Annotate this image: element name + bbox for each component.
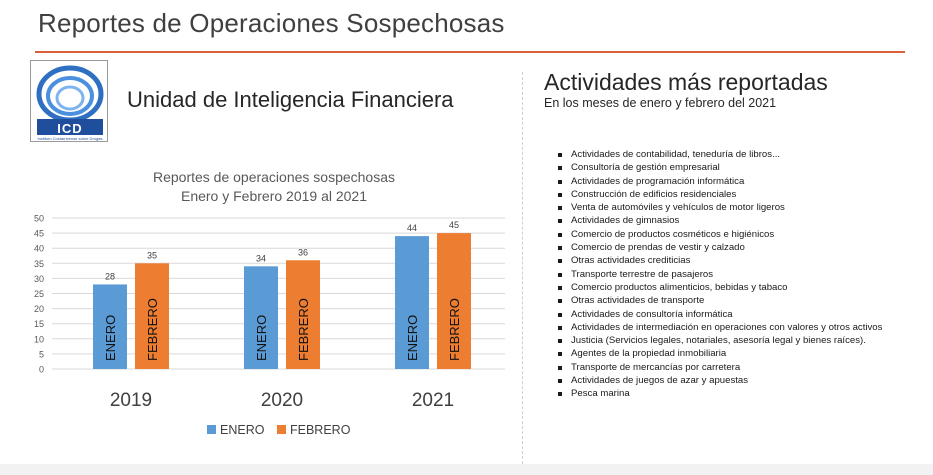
bottom-bar	[0, 464, 933, 475]
activities-title: Actividades más reportadas	[544, 69, 828, 95]
y-tick-label: 5	[39, 349, 44, 359]
chart-title: Reportes de operaciones sospechosas	[152, 169, 396, 185]
y-tick-label: 30	[34, 274, 44, 284]
bar-febrero	[437, 233, 471, 369]
bar-enero	[395, 236, 429, 369]
bar-febrero	[286, 260, 320, 369]
bar-inside-label: FEBRERO	[447, 298, 462, 361]
legend-label: FEBRERO	[290, 423, 351, 437]
y-tick-label: 25	[34, 289, 44, 299]
activity-item: Actividades de consultoría informática	[556, 308, 882, 321]
y-tick-label: 10	[34, 334, 44, 344]
legend-label: ENERO	[220, 423, 265, 437]
chart-subtitle: Enero y Febrero 2019 al 2021	[180, 188, 367, 204]
logo-swirl-icon	[36, 65, 104, 135]
activity-item: Transporte de mercancías por carretera	[556, 361, 882, 374]
chart-title-block: Reportes de operaciones sospechosas Ener…	[90, 168, 458, 206]
logo-subtext: Instituto Costarricense sobre Drogas	[37, 136, 103, 141]
activity-item: Otras actividades de transporte	[556, 294, 882, 307]
bar-value-label: 44	[407, 223, 417, 233]
activity-item: Actividades de contabilidad, teneduría d…	[556, 148, 882, 161]
bar-inside-label: ENERO	[103, 315, 118, 361]
unit-title: Unidad de Inteligencia Financiera	[127, 87, 454, 112]
title-rule	[35, 51, 905, 53]
activity-item: Comercio de prendas de vestir y calzado	[556, 241, 882, 254]
activity-item: Comercio productos alimenticios, bebidas…	[556, 281, 882, 294]
bar-value-label: 36	[298, 247, 308, 257]
legend-swatch-enero	[207, 425, 216, 434]
icd-logo: ICD Instituto Costarricense sobre Drogas	[30, 60, 108, 142]
activity-item: Transporte terrestre de pasajeros	[556, 268, 882, 281]
activities-subtitle: En los meses de enero y febrero del 2021	[544, 96, 777, 110]
logo-text: ICD	[57, 121, 83, 136]
bar-value-label: 28	[105, 271, 115, 281]
y-tick-label: 15	[34, 319, 44, 329]
activity-item: Actividades de intermediación en operaci…	[556, 321, 882, 334]
slide-title: Reportes de Operaciones Sospechosas	[38, 8, 505, 38]
activity-item: Consultoría de gestión empresarial	[556, 161, 882, 174]
bar-value-label: 35	[147, 250, 157, 260]
y-tick-label: 0	[39, 365, 44, 375]
x-category-label: 2020	[261, 390, 303, 411]
y-tick-label: 50	[34, 214, 44, 224]
bar-febrero	[135, 263, 169, 369]
activity-item: Actividades de programación informática	[556, 175, 882, 188]
bar-enero	[244, 266, 278, 369]
y-tick-label: 45	[34, 229, 44, 239]
legend-swatch-febrero	[277, 425, 286, 434]
bar-inside-label: FEBRERO	[145, 298, 160, 361]
activities-list: Actividades de contabilidad, teneduría d…	[556, 148, 882, 401]
activity-item: Otras actividades crediticias	[556, 254, 882, 267]
activity-item: Comercio de productos cosméticos e higié…	[556, 228, 882, 241]
activity-item: Pesca marina	[556, 387, 882, 400]
y-tick-label: 35	[34, 259, 44, 269]
bar-enero	[93, 284, 127, 369]
bar-inside-label: FEBRERO	[296, 298, 311, 361]
x-category-label: 2021	[412, 390, 454, 411]
x-category-label: 2019	[110, 390, 152, 411]
activity-item: Agentes de la propiedad inmobiliaria	[556, 347, 882, 360]
y-tick-label: 20	[34, 304, 44, 314]
activity-item: Construcción de edificios residenciales	[556, 188, 882, 201]
activity-item: Actividades de gimnasios	[556, 214, 882, 227]
bar-value-label: 45	[449, 220, 459, 230]
bar-value-label: 34	[256, 253, 266, 263]
bar-inside-label: ENERO	[254, 315, 269, 361]
activity-item: Justicia (Servicios legales, notariales,…	[556, 334, 882, 347]
bar-inside-label: ENERO	[405, 315, 420, 361]
y-tick-label: 40	[34, 244, 44, 254]
activity-item: Venta de automóviles y vehículos de moto…	[556, 201, 882, 214]
vertical-divider	[522, 72, 523, 464]
activity-item: Actividades de juegos de azar y apuestas	[556, 374, 882, 387]
